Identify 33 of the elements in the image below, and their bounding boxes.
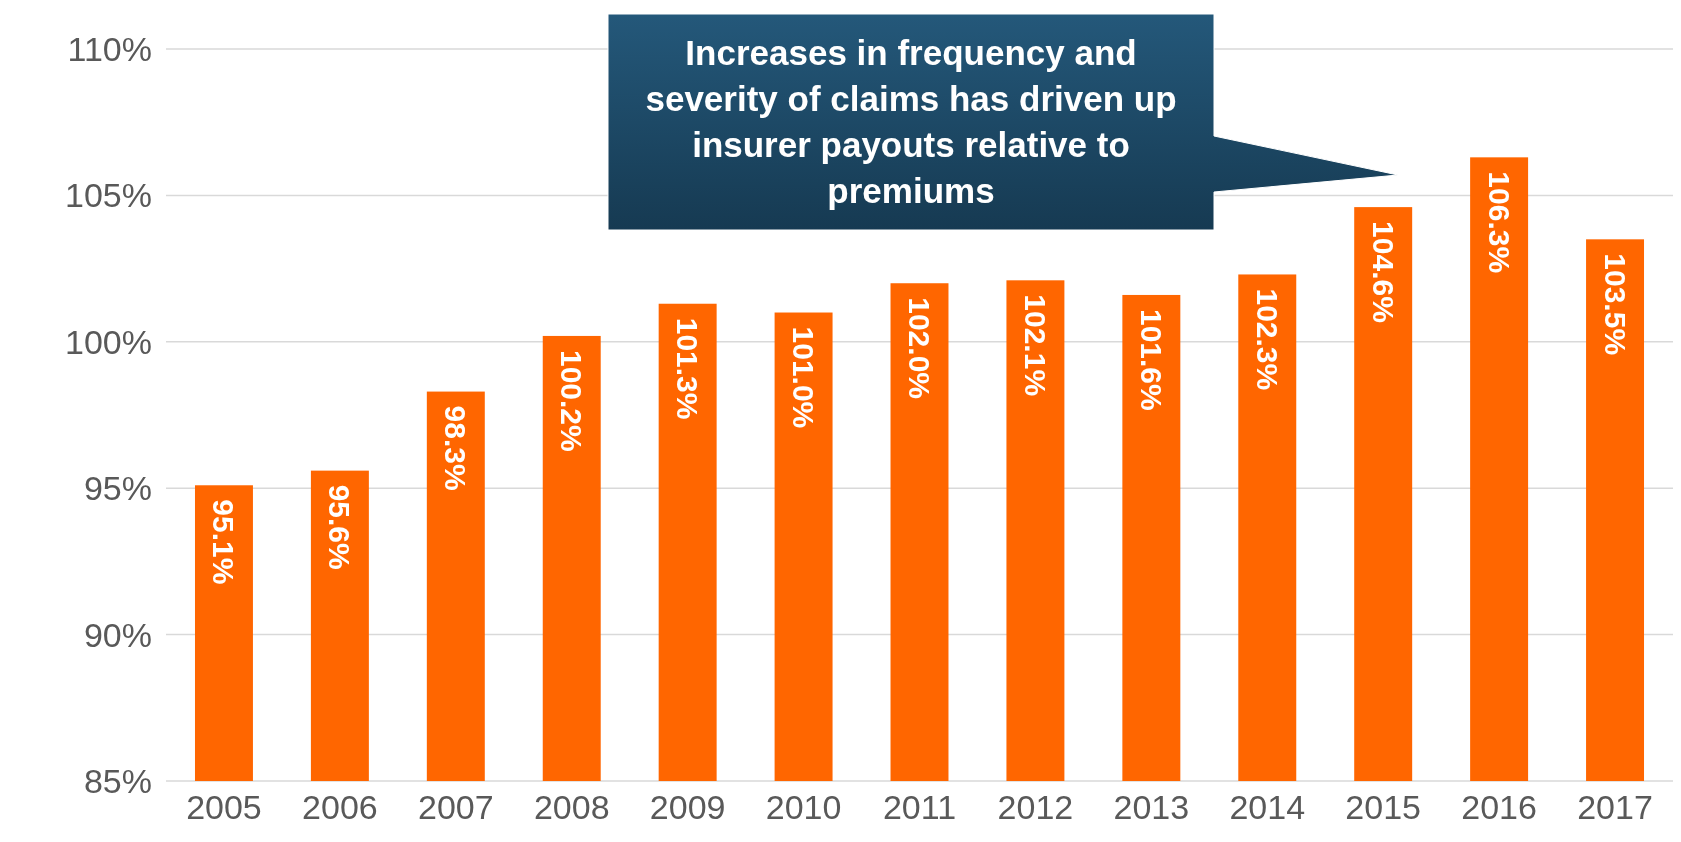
x-tick-label: 2013 [1113,788,1190,826]
x-tick-label: 2011 [882,788,957,826]
data-label: 101.3% [671,317,705,420]
data-label: 95.6% [323,484,357,570]
data-label: 106.3% [1482,171,1516,274]
x-tick-label: 2012 [997,788,1074,826]
x-tick-label: 2010 [765,788,842,826]
x-tick-label: 2008 [533,788,610,826]
data-label: 100.2% [555,349,589,452]
y-tick-label: 110% [67,29,152,68]
x-tick-label: 2017 [1577,788,1653,826]
x-tick-label: 2014 [1229,788,1306,826]
data-label: 101.6% [1134,308,1168,411]
data-label: 101.0% [787,326,821,429]
x-tick-label: 2016 [1461,788,1537,826]
annotation: Increases in frequency and severity of claims has driven up insurer payouts relative to premiums [645,33,1177,211]
data-label: 98.3% [439,405,473,491]
y-tick-label: 95% [83,469,152,508]
data-label: 102.0% [903,297,936,399]
y-tick-label: 105% [65,176,152,215]
x-tick-label: 2015 [1345,788,1422,826]
x-tick-label: 2006 [302,788,378,826]
data-label: 103.5% [1598,253,1632,356]
x-tick-label: 2005 [186,788,262,826]
data-label: 102.3% [1250,288,1284,391]
x-tick-label: 2009 [649,788,726,826]
y-tick-label: 90% [83,615,152,654]
data-label: 95.1% [207,499,241,585]
y-tick-label: 85% [83,761,152,800]
data-label: 102.1% [1018,294,1052,397]
x-tick-label: 2007 [417,788,494,826]
y-tick-label: 100% [65,322,152,361]
data-label: 104.6% [1366,221,1400,323]
